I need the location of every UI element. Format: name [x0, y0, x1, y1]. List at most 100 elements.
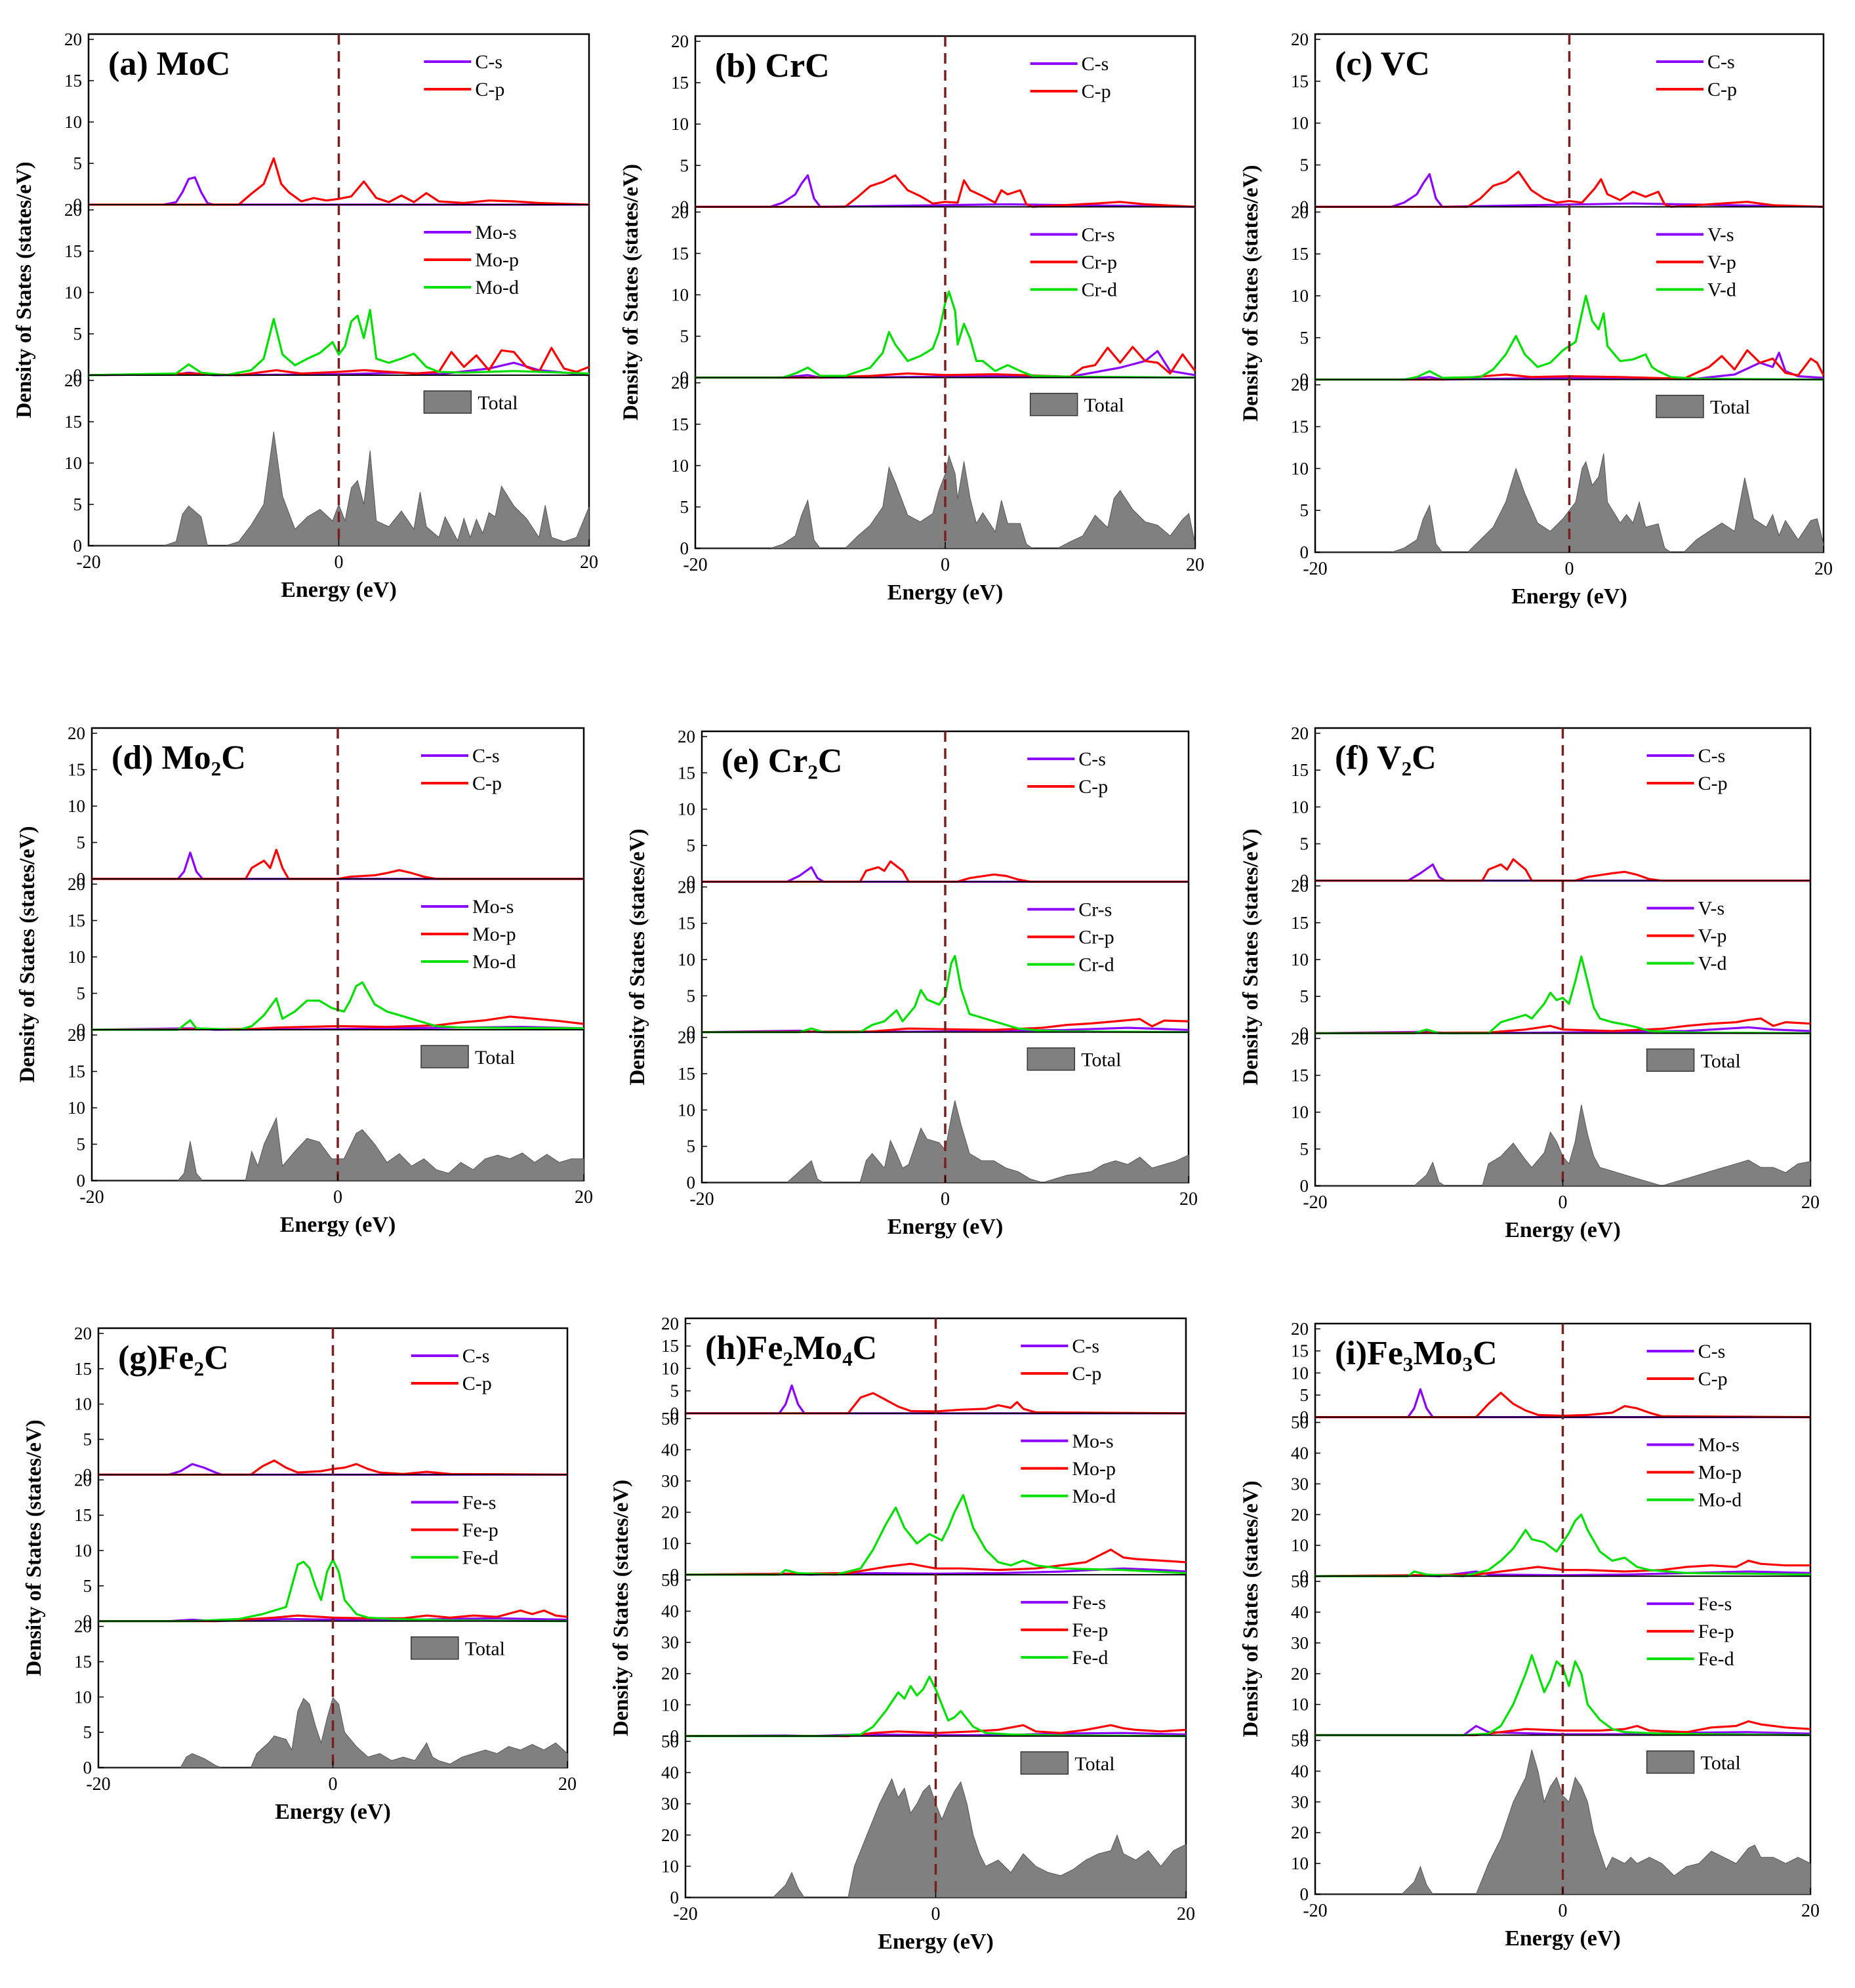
legend-label-total: Total	[1701, 1753, 1741, 1774]
x-axis-label: Energy (eV)	[275, 1800, 391, 1824]
y-tick-label: 5	[83, 1576, 92, 1596]
legend-label-v-s: V-s	[1698, 898, 1725, 920]
x-tick-label: 20	[1186, 555, 1204, 575]
x-tick-label: -20	[689, 1189, 714, 1209]
x-axis-label: Energy (eV)	[281, 578, 397, 602]
y-tick-label: 30	[1291, 1474, 1309, 1493]
legend-label-v-d: V-d	[1707, 279, 1736, 300]
y-tick-label: 20	[1291, 1505, 1309, 1524]
legend-label-cr-p: Cr-p	[1082, 251, 1117, 273]
subplot-title: (g)Fe₂C	[118, 1339, 229, 1377]
y-tick-label: 5	[77, 1135, 86, 1154]
y-tick-label: 20	[1291, 1319, 1309, 1339]
panel-3: 0 5 10 15 20 Total	[678, 1028, 1189, 1192]
y-tick-label: 5	[687, 836, 696, 855]
y-tick-label: 50	[661, 1570, 679, 1590]
legend-label-cr-d: Cr-d	[1078, 954, 1114, 975]
series-mo-p-line	[91, 1015, 584, 1031]
panel-3: 0 5 10 15 20 Total	[1291, 1028, 1811, 1196]
legend-label-v-p: V-p	[1707, 251, 1736, 273]
series-fe-p-line	[1315, 1720, 1811, 1737]
series-c-p-line	[89, 157, 590, 206]
y-tick-label: 0	[1300, 370, 1309, 390]
y-tick-label: 5	[1300, 328, 1309, 348]
y-tick-label: 5	[73, 495, 83, 514]
series-fe-d-line	[1315, 1654, 1811, 1737]
y-tick-label: 0	[670, 1565, 680, 1585]
series-c-p-line	[98, 1459, 568, 1476]
y-tick-label: 20	[678, 877, 695, 897]
y-tick-label: 10	[1291, 458, 1309, 478]
y-tick-label: 0	[687, 1023, 696, 1042]
y-tick-label: 0	[73, 195, 83, 214]
panel-1: 0 5 10 15 20 C-s C-p	[1291, 723, 1810, 891]
y-tick-label: 15	[1291, 760, 1309, 780]
legend-label-mo-d: Mo-d	[1072, 1486, 1116, 1507]
y-tick-label: 0	[670, 1726, 680, 1746]
y-tick-label: 10	[64, 112, 82, 132]
y-tick-label: 15	[678, 763, 695, 782]
y-tick-label: 10	[1291, 1103, 1309, 1122]
y-tick-label: 20	[678, 727, 695, 746]
y-tick-label: 40	[1291, 1444, 1309, 1463]
y-tick-label: 20	[1291, 30, 1309, 49]
legend-label-fe-s: Fe-s	[1698, 1593, 1732, 1615]
legend-label-total: Total	[475, 1047, 515, 1068]
y-tick-label: 20	[68, 723, 85, 743]
series-c-p-line	[685, 1392, 1187, 1415]
legend-label-c-p: C-p	[1707, 79, 1737, 100]
legend-label-mo-d: Mo-d	[475, 277, 519, 298]
x-tick-label: 20	[1177, 1904, 1195, 1924]
y-tick-label: 10	[1291, 1363, 1309, 1383]
y-tick-label: 10	[74, 1541, 92, 1560]
series-v-d-line	[1315, 294, 1824, 381]
y-tick-label: 5	[1300, 1139, 1309, 1159]
y-tick-label: 20	[1291, 202, 1309, 222]
series-cr-p-line	[701, 1018, 1189, 1034]
panel-3: 0 10 20 30 40 50 Fe-s Fe-p Fe-d	[661, 1570, 1187, 1746]
y-tick-label: 0	[1300, 871, 1309, 891]
subplot-b: 0 5 10 15 20 C-s C-p 0 5 10 15 20 Cr-s Cr-p Cr-d 0 5 10 15…	[619, 31, 1204, 605]
y-tick-label: 5	[687, 1137, 696, 1156]
y-tick-label: 50	[661, 1409, 679, 1429]
y-tick-label: 15	[68, 911, 85, 931]
legend-label-fe-p: Fe-p	[1698, 1621, 1734, 1642]
y-tick-label: 15	[1291, 71, 1309, 91]
y-tick-label: 10	[678, 800, 695, 819]
y-tick-label: 10	[64, 283, 82, 302]
legend-label-c-p: C-p	[1072, 1363, 1101, 1385]
y-tick-label: 20	[671, 373, 689, 393]
y-tick-label: 20	[1291, 876, 1309, 896]
legend-label-mo-s: Mo-s	[1698, 1434, 1740, 1456]
panel-3: 0 5 10 15 20 Total	[1291, 375, 1824, 562]
x-axis-label: Energy (eV)	[1505, 1218, 1621, 1242]
y-tick-label: 50	[1291, 1413, 1309, 1432]
y-tick-label: 20	[661, 1664, 679, 1684]
panel-2: 0 5 10 15 20 Mo-s Mo-p Mo-d	[64, 200, 590, 385]
y-tick-label: 0	[687, 1173, 696, 1192]
y-tick-label: 15	[74, 1652, 92, 1672]
y-tick-label: 15	[671, 415, 689, 434]
y-tick-label: 15	[671, 243, 689, 263]
legend-label-c-p: C-p	[462, 1373, 492, 1394]
series-fe-p-line	[98, 1609, 568, 1623]
y-tick-label: 15	[64, 71, 82, 91]
subplot-h: 05101520C-sC-p01020304050Mo-sMo-pMo-d010…	[609, 1314, 1195, 1954]
subplot-title: (h)Fe₂Mo₄C	[705, 1329, 877, 1367]
panel-3: 0 5 10 15 20 Total	[74, 1617, 568, 1777]
series-c-s-line	[163, 176, 589, 206]
legend-swatch-total	[1656, 394, 1704, 418]
y-tick-label: 20	[1291, 375, 1309, 395]
y-axis-label: Density of States (states/eV)	[1239, 165, 1263, 421]
series-v-s-line	[1315, 352, 1824, 381]
y-tick-label: 10	[1291, 113, 1309, 133]
y-tick-label: 20	[1291, 1028, 1309, 1048]
y-tick-label: 5	[1300, 986, 1309, 1006]
panel-3: 0 5 10 15 20 Total	[68, 1025, 584, 1190]
y-tick-label: 10	[1291, 1535, 1309, 1555]
x-tick-label: -20	[76, 552, 100, 573]
series-mo-p-line	[88, 346, 590, 376]
series-fe-d-line	[685, 1675, 1187, 1737]
y-tick-label: 0	[680, 368, 689, 388]
legend-label-c-p: C-p	[1082, 81, 1111, 102]
